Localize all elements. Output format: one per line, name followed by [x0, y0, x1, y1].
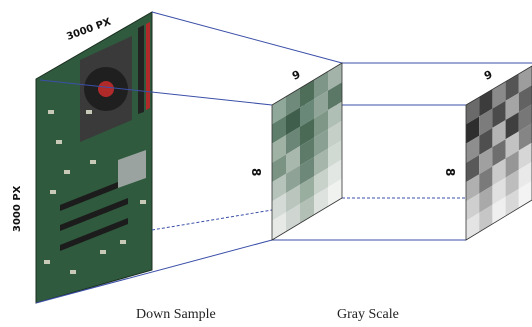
downsample-grid [271, 62, 343, 241]
grid-cell [492, 139, 506, 167]
caption-grayscale: Gray Scale [337, 307, 399, 322]
grid-cell [300, 99, 314, 127]
grid-cell [272, 193, 286, 221]
grid-cell [505, 169, 519, 197]
grid-cell [505, 150, 519, 178]
caption-downsample: Down Sample [136, 307, 216, 322]
grid-cell [479, 108, 493, 136]
grid-cell [286, 126, 300, 155]
motherboard-photo [35, 11, 153, 304]
grid-cell [286, 184, 300, 213]
board-component [48, 110, 54, 114]
grid-a-height-label: 8 [249, 168, 263, 176]
grid-cell [314, 109, 328, 138]
board-component [140, 200, 146, 204]
grid-cell [518, 85, 532, 113]
grid-cell [466, 174, 480, 202]
grid-cell [314, 129, 328, 157]
grid-cell [466, 135, 480, 163]
grid-cell [479, 204, 493, 232]
grid-cell [272, 115, 286, 144]
grid-cell [314, 90, 328, 119]
grid-cell [492, 120, 506, 148]
grid-cell [505, 112, 519, 140]
grid-cell [492, 196, 506, 224]
grid-a-width-label: 9 [290, 68, 302, 83]
grid-cell [505, 92, 519, 120]
grid-cell [314, 187, 328, 215]
grid-cell [272, 173, 286, 202]
grid-cell [479, 89, 493, 117]
grid-b-height-label: 8 [443, 168, 457, 176]
grid-cell [286, 165, 300, 194]
grid-cell [328, 63, 342, 91]
grid-cell [479, 147, 493, 175]
board-component [50, 190, 56, 194]
grid-cell [518, 180, 532, 208]
grid-cell [272, 212, 286, 240]
grid-cell [505, 188, 519, 216]
grid-cell [286, 203, 300, 232]
grid-cell [479, 127, 493, 155]
board-component [56, 140, 62, 144]
grid-cell [466, 193, 480, 221]
grid-cell [328, 82, 342, 110]
grid-cell [466, 212, 480, 240]
grid-cell [328, 140, 342, 168]
grid-cell [466, 116, 480, 144]
grid-cell [518, 161, 532, 189]
grid-cell [518, 104, 532, 132]
grid-cell [300, 79, 314, 108]
grid-cell [479, 166, 493, 194]
grid-cell [286, 88, 300, 116]
grid-cell [505, 73, 519, 101]
board-component [44, 260, 50, 264]
grid-cell [492, 81, 506, 109]
grid-cell [518, 142, 532, 170]
grid-cell [300, 195, 314, 224]
grid-cell [300, 156, 314, 185]
grid-cell [300, 176, 314, 204]
grid-cell [314, 148, 328, 177]
grid-cell [328, 120, 342, 149]
grid-cell [492, 100, 506, 128]
grid-b-width-label: 9 [482, 68, 494, 83]
fan-hub-icon [98, 81, 114, 97]
grid-cell [466, 97, 480, 125]
grid-cell [328, 178, 342, 207]
grid-cell [272, 154, 286, 183]
grid-cell [300, 137, 314, 166]
grid-cell [314, 167, 328, 196]
grid-cell [328, 101, 342, 130]
board-component [90, 160, 96, 164]
board-component [64, 170, 70, 174]
grid-cell [286, 107, 300, 136]
grid-cell [518, 66, 532, 93]
grid-cell [492, 177, 506, 205]
grid-cell [314, 71, 328, 100]
grid-cell [518, 123, 532, 151]
grid-cell [300, 118, 314, 147]
grid-cell [492, 158, 506, 186]
height-px-label: 3000 PX [12, 185, 23, 232]
grayscale-grid [465, 65, 532, 241]
board-component [86, 110, 92, 114]
board-component [70, 270, 76, 274]
board-component [120, 240, 126, 244]
board-component [100, 250, 106, 254]
grid-cell [328, 159, 342, 188]
grid-cell [272, 96, 286, 125]
grid-cell [505, 131, 519, 159]
grid-cell [272, 135, 286, 163]
grid-cell [479, 185, 493, 213]
grid-cell [286, 146, 300, 174]
grid-cell [466, 154, 480, 183]
projection-lines [35, 11, 532, 304]
